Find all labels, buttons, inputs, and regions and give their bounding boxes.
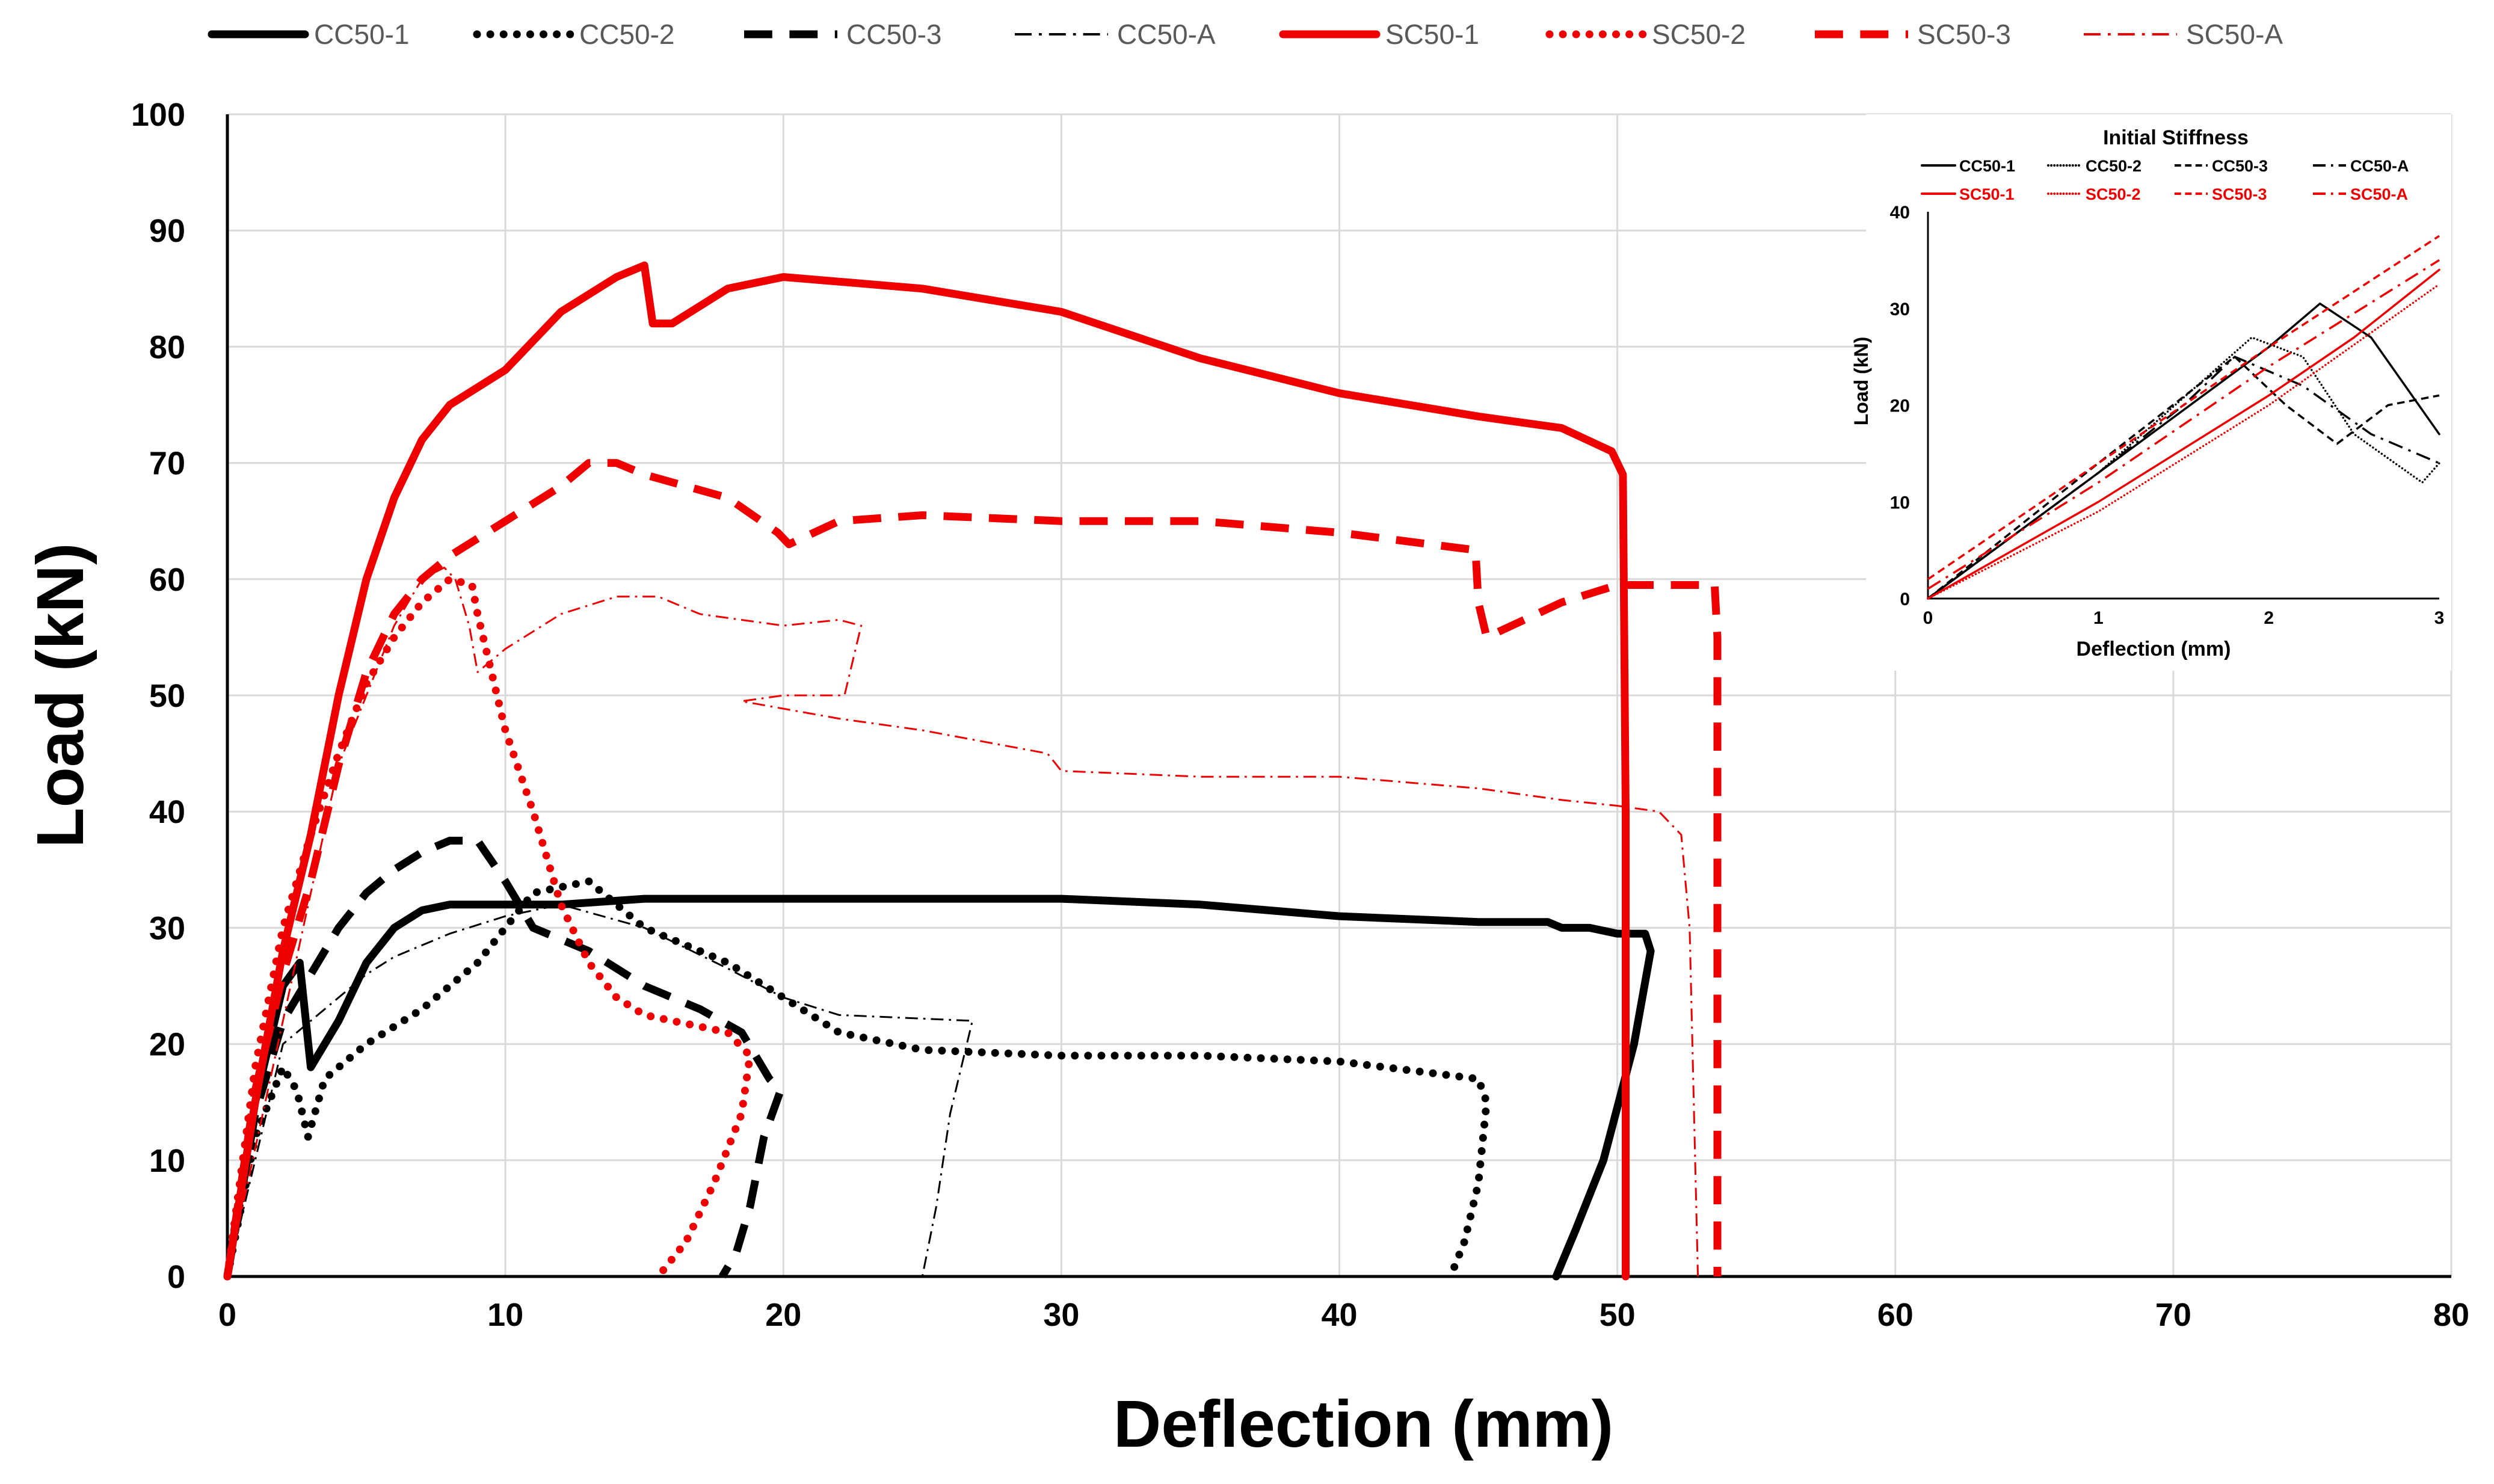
inset-legend-label-cc50-1: CC50-1 <box>1959 157 2015 175</box>
inset-x-axis-title: Deflection (mm) <box>2077 638 2231 660</box>
legend-label-cc50-2: CC50-2 <box>579 19 675 50</box>
legend-label-cc50-1: CC50-1 <box>314 19 410 50</box>
inset-series-line-sc50-1 <box>1927 268 2440 600</box>
inset-y-tick-label: 0 <box>1900 590 1910 609</box>
main-legend: CC50-1 CC50-2 CC50-3 CC50-A SC50-1 SC50-2 SC50… <box>208 19 2283 50</box>
inset-x-tick-label: 1 <box>2093 608 2104 628</box>
series-line-cc50-2 <box>223 877 1491 1281</box>
inset-series-line-sc50-a <box>1927 259 2440 590</box>
main-y-tick-label: 60 <box>149 562 185 598</box>
main-x-tick-label: 70 <box>2155 1297 2191 1333</box>
main-x-tick-label: 20 <box>765 1297 801 1333</box>
main-x-tick-label: 30 <box>1043 1297 1079 1333</box>
main-y-tick-label: 80 <box>149 329 185 365</box>
series-line-cc50-3 <box>223 837 785 1279</box>
main-y-tick-label: 90 <box>149 213 185 249</box>
series-line-cc50-1 <box>223 894 1655 1281</box>
legend-label-sc50-2: SC50-2 <box>1652 19 1746 50</box>
main-x-tick-label: 80 <box>2433 1297 2469 1333</box>
inset-series-line-sc50-2 <box>1927 283 2440 600</box>
inset-title: Initial Stiffness <box>2103 126 2249 149</box>
main-x-tick-label: 50 <box>1600 1297 1636 1333</box>
main-y-tick-label: 50 <box>149 678 185 714</box>
inset-legend-label-cc50-3: CC50-3 <box>2212 157 2268 175</box>
main-y-tick-label: 0 <box>167 1259 185 1295</box>
series-line-sc50-3 <box>223 459 1722 1277</box>
series-line-sc50-1 <box>223 261 1630 1281</box>
inset-legend-label-sc50-3: SC50-3 <box>2212 185 2267 203</box>
main-y-tick-label: 10 <box>149 1143 185 1179</box>
main-series <box>223 261 1722 1281</box>
inset-x-tick-label: 3 <box>2434 608 2445 628</box>
series-line-sc50-a <box>226 567 1699 1277</box>
inset-x-tick-label: 2 <box>2264 608 2274 628</box>
main-axes <box>226 114 2451 1278</box>
series-line-cc50-a <box>226 904 973 1277</box>
inset-y-tick-label: 20 <box>1890 396 1910 416</box>
inset-y-axis-title: Load (kN) <box>1850 337 1872 426</box>
legend-label-cc50-a: CC50-A <box>1117 19 1216 50</box>
main-x-tick-label: 40 <box>1321 1297 1357 1333</box>
main-x-tick-label: 10 <box>487 1297 523 1333</box>
inset-y-tick-label: 10 <box>1890 493 1910 513</box>
legend-label-sc50-3: SC50-3 <box>1917 19 2011 50</box>
main-y-tick-label: 100 <box>131 97 185 133</box>
inset-legend-label-sc50-1: SC50-1 <box>1959 185 2015 203</box>
main-y-tick-label: 30 <box>149 910 185 946</box>
inset-legend-label-cc50-a: CC50-A <box>2350 157 2409 175</box>
inset-series-line-cc50-3 <box>1927 356 2440 600</box>
inset-x-tick-label: 0 <box>1923 608 1933 628</box>
main-x-tick-label: 60 <box>1877 1297 1914 1333</box>
inset-series-line-sc50-3 <box>1927 235 2440 580</box>
inset-series-line-cc50-1 <box>1927 302 2440 600</box>
main-y-tick-label: 40 <box>149 794 185 830</box>
main-y-tick-label: 20 <box>149 1027 185 1063</box>
main-y-axis-title: Load (kN) <box>23 543 97 848</box>
legend-label-cc50-3: CC50-3 <box>846 19 942 50</box>
inset-chart: Initial Stiffness CC50-1 CC50-2 CC50-3 CC50-… <box>1850 114 2451 671</box>
inset-legend-label-sc50-a: SC50-A <box>2350 185 2408 203</box>
inset-y-tick-label: 30 <box>1890 300 1910 319</box>
main-x-tick-label: 0 <box>218 1297 236 1333</box>
inset-legend-label-cc50-2: CC50-2 <box>2086 157 2141 175</box>
legend-label-sc50-1: SC50-1 <box>1385 19 1479 50</box>
main-y-tick-label: 70 <box>149 446 185 482</box>
inset-y-tick-label: 40 <box>1890 203 1910 223</box>
inset-series-line-cc50-a <box>1927 356 2440 600</box>
legend-label-sc50-a: SC50-A <box>2186 19 2283 50</box>
main-x-axis-title: Deflection (mm) <box>1113 1387 1613 1461</box>
inset-legend-label-sc50-2: SC50-2 <box>2086 185 2141 203</box>
